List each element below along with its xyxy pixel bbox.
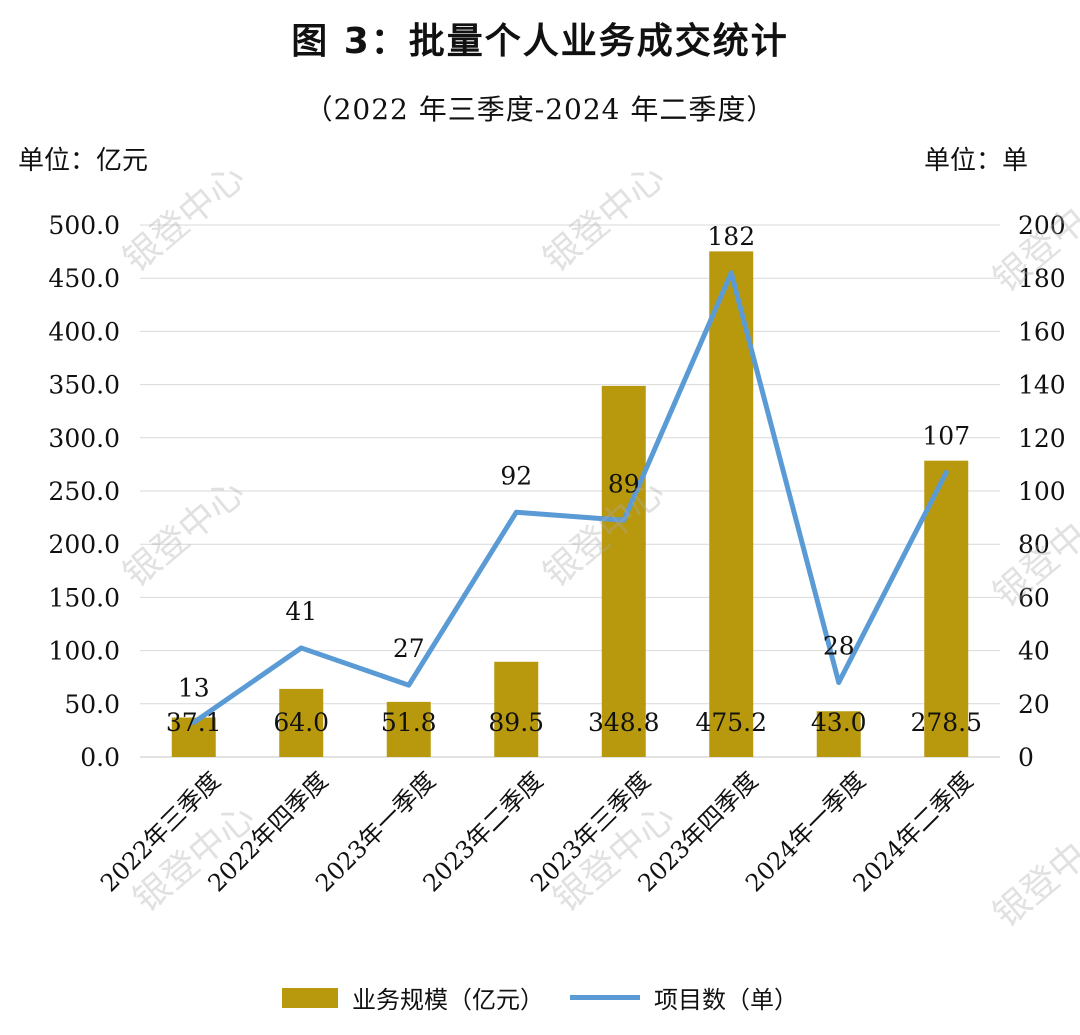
left-tick-label: 100.0 xyxy=(48,637,120,666)
bar-data-label: 64.0 xyxy=(273,708,329,737)
bar-data-label: 348.8 xyxy=(588,708,660,737)
right-tick-label: 60 xyxy=(1018,583,1050,612)
bar xyxy=(924,460,969,757)
bar-data-label: 475.2 xyxy=(695,708,767,737)
line-data-label: 28 xyxy=(823,632,855,661)
left-tick-label: 0.0 xyxy=(80,743,120,772)
right-tick-label: 40 xyxy=(1018,637,1050,666)
legend-item-bar: 业务规模（亿元） xyxy=(282,980,544,1015)
bar xyxy=(494,661,539,757)
chart-subtitle: （2022 年三季度-2024 年二季度） xyxy=(304,93,776,126)
right-tick-label: 0 xyxy=(1018,743,1034,772)
left-tick-label: 350.0 xyxy=(48,371,120,400)
legend-item-line: 项目数（单） xyxy=(570,980,798,1015)
left-tick-label: 450.0 xyxy=(48,264,120,293)
bar-data-label: 37.1 xyxy=(166,708,222,737)
line-data-label: 13 xyxy=(178,673,210,702)
line-data-label: 41 xyxy=(285,597,317,626)
right-tick-label: 20 xyxy=(1018,690,1050,719)
bar xyxy=(816,711,861,757)
left-axis-unit: 单位：亿元 xyxy=(18,146,149,176)
right-tick-label: 140 xyxy=(1018,371,1066,400)
right-tick-label: 80 xyxy=(1018,530,1050,559)
legend: 业务规模（亿元） 项目数（单） xyxy=(0,980,1080,1015)
line-data-label: 89 xyxy=(608,469,640,498)
left-tick-label: 400.0 xyxy=(48,317,120,346)
right-tick-label: 180 xyxy=(1018,264,1066,293)
bar-data-label: 51.8 xyxy=(381,708,437,737)
left-tick-label: 250.0 xyxy=(48,477,120,506)
right-axis-unit: 单位：单 xyxy=(923,146,1028,176)
line-data-label: 92 xyxy=(500,461,532,490)
line-data-label: 27 xyxy=(393,634,425,663)
chart-title: 图 3：批量个人业务成交统计 xyxy=(291,21,789,62)
legend-bar-label: 业务规模（亿元） xyxy=(352,986,544,1014)
right-tick-label: 200 xyxy=(1018,211,1066,240)
right-tick-label: 120 xyxy=(1018,424,1066,453)
left-tick-label: 200.0 xyxy=(48,530,120,559)
bar xyxy=(279,688,324,757)
left-tick-label: 50.0 xyxy=(64,690,120,719)
bar-data-label: 89.5 xyxy=(488,708,544,737)
bar-data-label: 278.5 xyxy=(910,708,982,737)
legend-line-swatch xyxy=(570,995,640,1000)
series-line xyxy=(191,270,949,725)
legend-line-label: 项目数（单） xyxy=(654,986,798,1014)
bar xyxy=(601,385,646,757)
line-data-label: 182 xyxy=(707,222,755,251)
left-tick-label: 150.0 xyxy=(48,583,120,612)
line-data-label: 107 xyxy=(922,421,970,450)
bar xyxy=(386,701,431,757)
left-tick-label: 300.0 xyxy=(48,424,120,453)
legend-bar-swatch xyxy=(282,987,338,1008)
left-tick-label: 500.0 xyxy=(48,211,120,240)
right-tick-label: 100 xyxy=(1018,477,1066,506)
bar-data-label: 43.0 xyxy=(811,708,867,737)
right-tick-label: 160 xyxy=(1018,317,1066,346)
